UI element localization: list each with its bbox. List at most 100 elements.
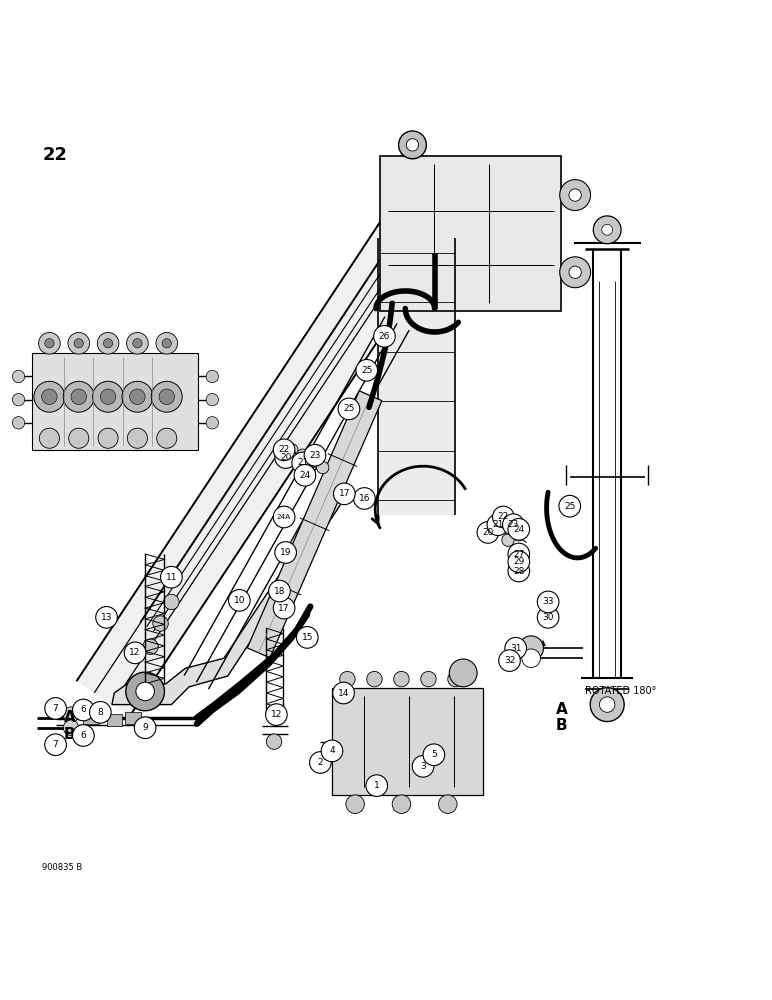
Circle shape: [292, 452, 313, 474]
Circle shape: [136, 682, 154, 701]
Text: 33: 33: [543, 597, 554, 606]
Circle shape: [494, 517, 506, 529]
Text: 9: 9: [142, 723, 148, 732]
Circle shape: [310, 752, 331, 773]
Circle shape: [448, 671, 463, 687]
Text: 22: 22: [42, 146, 67, 164]
Text: 3: 3: [420, 762, 426, 771]
Circle shape: [374, 326, 395, 347]
Circle shape: [12, 393, 25, 406]
Circle shape: [69, 428, 89, 448]
Text: B: B: [64, 727, 76, 742]
Text: 27: 27: [513, 550, 524, 559]
Circle shape: [45, 698, 66, 719]
Circle shape: [275, 447, 296, 468]
Circle shape: [354, 488, 375, 509]
Text: 12: 12: [130, 648, 141, 657]
Circle shape: [367, 671, 382, 687]
Circle shape: [296, 449, 309, 461]
Circle shape: [499, 650, 520, 671]
Circle shape: [63, 720, 79, 735]
Circle shape: [162, 339, 171, 348]
Circle shape: [229, 590, 250, 611]
Circle shape: [493, 506, 514, 528]
Text: 23: 23: [310, 451, 320, 460]
Circle shape: [63, 381, 94, 412]
Circle shape: [321, 740, 343, 762]
Circle shape: [206, 417, 218, 429]
Circle shape: [508, 551, 530, 573]
Text: 24A: 24A: [277, 514, 291, 520]
Circle shape: [423, 744, 445, 766]
Circle shape: [502, 534, 514, 546]
Polygon shape: [380, 156, 561, 311]
Circle shape: [127, 428, 147, 448]
Text: 1: 1: [374, 781, 380, 790]
Circle shape: [317, 461, 329, 474]
Text: 13: 13: [101, 613, 112, 622]
Circle shape: [39, 332, 60, 354]
Circle shape: [93, 381, 124, 412]
Bar: [107, 714, 122, 726]
Circle shape: [45, 734, 66, 756]
Circle shape: [157, 428, 177, 448]
Circle shape: [126, 672, 164, 711]
Circle shape: [340, 671, 355, 687]
Circle shape: [508, 543, 530, 565]
Text: 11: 11: [166, 573, 177, 582]
Circle shape: [273, 506, 295, 528]
Circle shape: [275, 542, 296, 563]
Circle shape: [296, 627, 318, 648]
Text: 20: 20: [482, 528, 493, 537]
Text: 21: 21: [493, 520, 503, 529]
Circle shape: [366, 775, 388, 796]
Text: 21: 21: [297, 458, 308, 467]
Circle shape: [304, 444, 326, 466]
Circle shape: [333, 682, 354, 704]
Circle shape: [156, 332, 178, 354]
Circle shape: [505, 637, 527, 659]
Polygon shape: [247, 391, 382, 658]
Circle shape: [143, 639, 158, 654]
Circle shape: [63, 707, 79, 722]
Text: 4: 4: [329, 746, 335, 755]
Text: 24: 24: [300, 471, 310, 480]
Circle shape: [12, 370, 25, 383]
Circle shape: [266, 704, 287, 725]
Circle shape: [560, 257, 591, 288]
Circle shape: [503, 514, 524, 536]
Text: 28: 28: [513, 567, 524, 576]
Circle shape: [503, 523, 516, 536]
Text: 5: 5: [431, 750, 437, 759]
Text: 10: 10: [234, 596, 245, 605]
Text: 18: 18: [274, 587, 285, 596]
Circle shape: [130, 389, 145, 404]
Text: 17: 17: [339, 489, 350, 498]
Circle shape: [34, 381, 65, 412]
Text: 25: 25: [564, 502, 575, 511]
Circle shape: [398, 131, 426, 159]
Circle shape: [522, 649, 540, 668]
Circle shape: [159, 389, 174, 404]
Text: 30: 30: [543, 613, 554, 622]
Text: 19: 19: [280, 548, 291, 557]
Circle shape: [421, 671, 436, 687]
Circle shape: [508, 560, 530, 582]
Circle shape: [12, 417, 25, 429]
Text: 25: 25: [344, 404, 354, 413]
Text: 8: 8: [97, 708, 103, 717]
Circle shape: [412, 756, 434, 777]
Text: 22: 22: [498, 512, 509, 521]
Circle shape: [513, 529, 525, 541]
Circle shape: [96, 607, 117, 628]
Circle shape: [45, 339, 54, 348]
Circle shape: [273, 597, 295, 619]
Polygon shape: [378, 238, 455, 515]
Text: B: B: [556, 718, 567, 733]
Circle shape: [477, 522, 499, 543]
Circle shape: [356, 359, 378, 381]
Circle shape: [569, 266, 581, 278]
Polygon shape: [32, 353, 198, 450]
Polygon shape: [332, 688, 482, 795]
Text: A: A: [556, 702, 567, 717]
